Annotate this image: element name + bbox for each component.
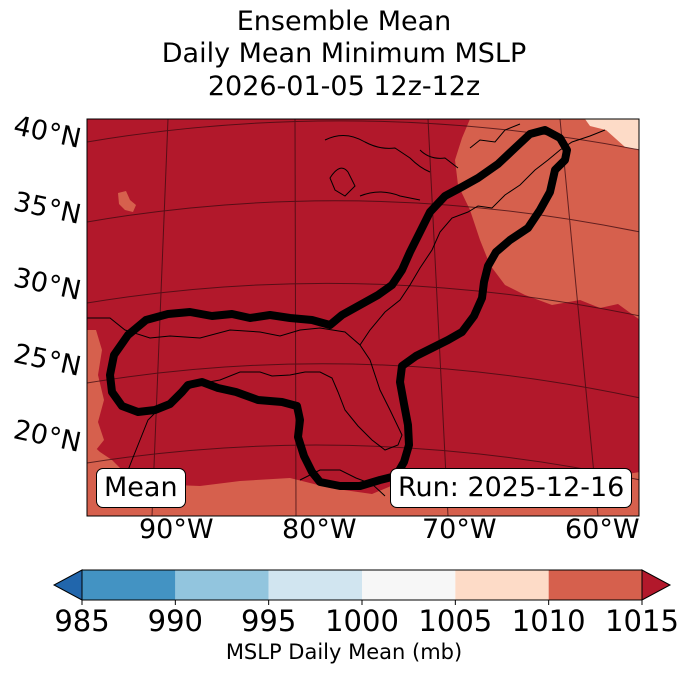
lon-label-80w: 80°W <box>282 514 357 545</box>
panel-label-run: Run: 2025-12-16 <box>390 468 633 508</box>
colorbar-extend-under <box>52 569 83 601</box>
colorbar-bin-3 <box>362 570 456 600</box>
map-frame <box>86 118 640 517</box>
colorbar-tick-label: 1015 <box>605 604 679 638</box>
colorbar-bin-0 <box>82 570 176 600</box>
graticule <box>87 119 639 516</box>
pressure-field-patch <box>118 191 136 212</box>
colorbar <box>52 569 672 605</box>
colorbar-extend-over <box>641 569 672 601</box>
pressure-field-west-high <box>87 330 104 452</box>
colorbar-bin-2 <box>268 570 362 600</box>
colorbar-tick-label: 995 <box>240 604 297 638</box>
colorbar-tick-label: 985 <box>54 604 110 638</box>
lon-label-60w: 60°W <box>565 514 640 545</box>
colorbar-tick-label: 1005 <box>418 604 493 638</box>
title-line-3: 2026-01-05 12z-12z <box>207 71 481 102</box>
panel-label-mean: Mean <box>96 468 186 508</box>
colorbar-tick-label: 990 <box>147 604 204 638</box>
colorbar-tick-label: 1010 <box>511 604 586 638</box>
title-line-2: Daily Mean Minimum MSLP <box>161 38 527 69</box>
mslp-contour-line <box>106 126 571 490</box>
colorbar-tick-label: 1000 <box>325 604 399 638</box>
colorbar-bin-4 <box>455 570 549 600</box>
colorbar-bin-1 <box>175 570 269 600</box>
colorbar-bin-5 <box>548 570 642 600</box>
lon-label-70w: 70°W <box>422 514 497 545</box>
pressure-field-northeast-highest <box>585 119 639 150</box>
lon-label-90w: 90°W <box>139 514 214 545</box>
colorbar-label: MSLP Daily Mean (mb) <box>225 640 463 664</box>
pressure-field-east-high <box>455 119 639 320</box>
map-area <box>87 119 639 516</box>
title-line-1: Ensemble Mean <box>236 6 452 37</box>
